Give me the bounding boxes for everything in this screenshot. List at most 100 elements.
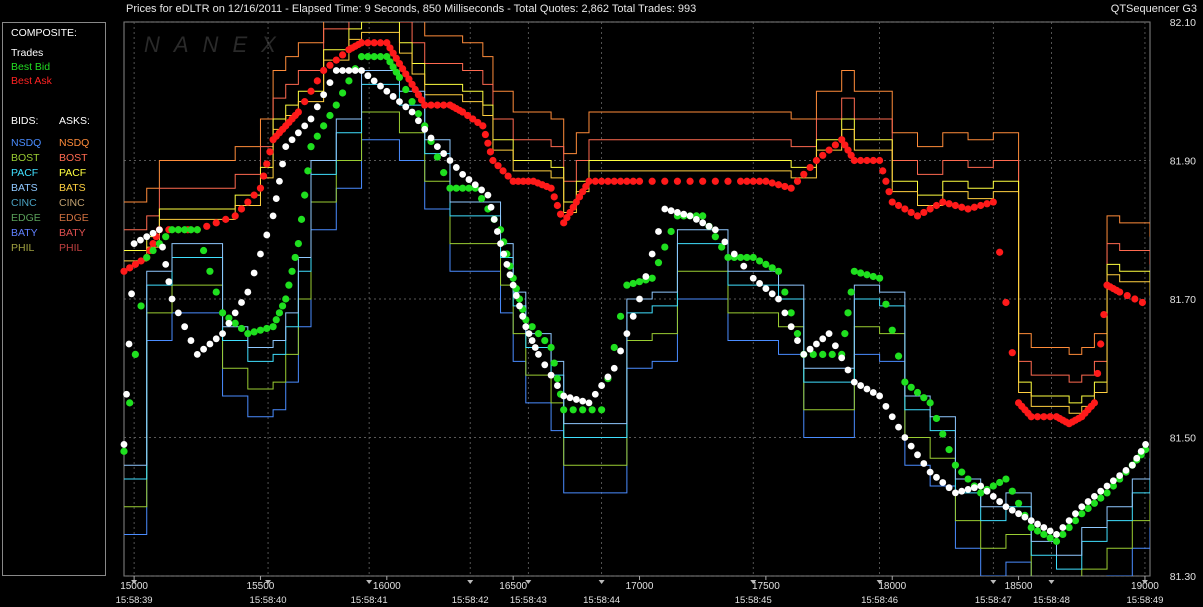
time-marker — [525, 580, 532, 584]
best-bid-point — [844, 309, 852, 317]
best-ask-point — [250, 191, 258, 199]
best-ask-point — [983, 200, 991, 208]
legend-ask-cinc: CINC — [59, 197, 85, 209]
trade-point — [339, 67, 346, 74]
best-ask-point — [1002, 298, 1010, 307]
trade-point — [655, 228, 662, 235]
trade-point — [623, 330, 631, 338]
best-ask-point — [787, 184, 795, 192]
time-marker — [750, 580, 757, 584]
best-ask-point — [386, 44, 394, 52]
best-ask-point — [1116, 288, 1124, 296]
trade-point — [939, 479, 947, 486]
trade-point — [740, 262, 748, 270]
legend-ask-nsdq: NSDQ — [59, 137, 90, 149]
trade-point — [471, 181, 479, 189]
best-ask-point — [392, 54, 400, 62]
trade-point — [269, 212, 277, 220]
best-ask-point — [256, 184, 265, 192]
trade-point — [396, 98, 403, 106]
best-ask-point — [411, 85, 419, 94]
best-ask-point — [1100, 310, 1108, 319]
best-bid-point — [193, 226, 201, 234]
x-tick-label: 16500 — [499, 581, 527, 592]
trade-point — [756, 280, 763, 287]
trade-point — [478, 186, 485, 194]
best-ask-point — [547, 184, 555, 192]
trade-point — [219, 330, 226, 338]
best-bid-point — [313, 132, 321, 140]
time-label: 15:58:39 — [116, 595, 153, 606]
best-bid-point — [126, 399, 134, 407]
trade-point — [497, 240, 504, 248]
trade-point — [642, 273, 650, 280]
x-tick-label: 17500 — [752, 581, 780, 592]
best-ask-point — [1097, 340, 1105, 348]
best-bid-point — [749, 253, 757, 262]
best-bid-point — [297, 215, 306, 223]
best-ask-point — [563, 214, 571, 222]
best-bid-point — [654, 259, 663, 267]
best-bid-point — [376, 53, 385, 61]
y-tick-label: 81.90 — [1170, 156, 1196, 168]
trade-point — [1116, 472, 1124, 479]
trade-point — [364, 72, 372, 80]
best-ask-point — [1131, 295, 1139, 303]
time-marker — [265, 580, 272, 584]
best-bid-point — [1014, 499, 1023, 507]
trade-point — [123, 390, 130, 398]
best-ask-point — [774, 181, 783, 189]
trade-point — [320, 91, 328, 99]
best-ask-point — [338, 51, 347, 59]
best-ask-point — [402, 70, 410, 78]
best-bid-point — [1008, 487, 1016, 495]
best-bid-point — [338, 89, 347, 97]
legend-bid-edge: EDGE — [11, 212, 41, 224]
best-ask-point — [464, 111, 472, 120]
trade-point — [506, 271, 514, 279]
trade-point — [1133, 454, 1141, 462]
best-ask-point — [421, 101, 429, 109]
legend-heading: COMPOSITE: — [11, 27, 77, 39]
time-marker — [598, 580, 605, 584]
best-bid-point — [828, 350, 836, 358]
best-ask-point — [383, 39, 391, 47]
best-bid-point — [623, 281, 631, 289]
trade-point — [313, 103, 321, 111]
best-ask-point — [524, 177, 532, 185]
best-bid-point — [120, 447, 128, 455]
best-bid-point — [225, 314, 233, 322]
trade-point — [775, 295, 782, 303]
best-ask-point — [926, 205, 934, 213]
best-ask-point — [673, 177, 682, 185]
best-ask-point — [989, 198, 997, 206]
best-bid-point — [320, 122, 328, 130]
trade-point — [572, 396, 580, 403]
best-bid-point — [932, 414, 941, 423]
time-label: 15:58:46 — [861, 595, 898, 606]
trade-point — [446, 157, 454, 164]
best-bid-point — [1046, 534, 1054, 542]
legend-best-ask: Best Ask — [11, 75, 52, 87]
best-bid-point — [256, 326, 265, 334]
best-ask-point — [876, 156, 884, 165]
best-ask-point — [231, 212, 239, 220]
best-ask-point — [459, 108, 467, 116]
best-bid-point — [964, 475, 972, 483]
best-ask-point — [686, 177, 694, 185]
best-ask-point — [137, 257, 145, 265]
trade-point — [629, 312, 637, 320]
best-ask-point — [885, 188, 893, 196]
trade-point — [143, 233, 151, 241]
trade-point — [519, 312, 527, 320]
best-ask-point — [1090, 399, 1099, 407]
trade-point — [553, 382, 561, 389]
best-bid-point — [231, 319, 239, 327]
trade-point — [850, 378, 858, 386]
best-bid-point — [534, 330, 543, 338]
best-ask-point — [575, 193, 584, 201]
trade-point — [661, 205, 669, 213]
best-ask-point — [977, 201, 985, 210]
time-label: 15:58:43 — [510, 595, 547, 606]
trade-point — [598, 382, 606, 389]
